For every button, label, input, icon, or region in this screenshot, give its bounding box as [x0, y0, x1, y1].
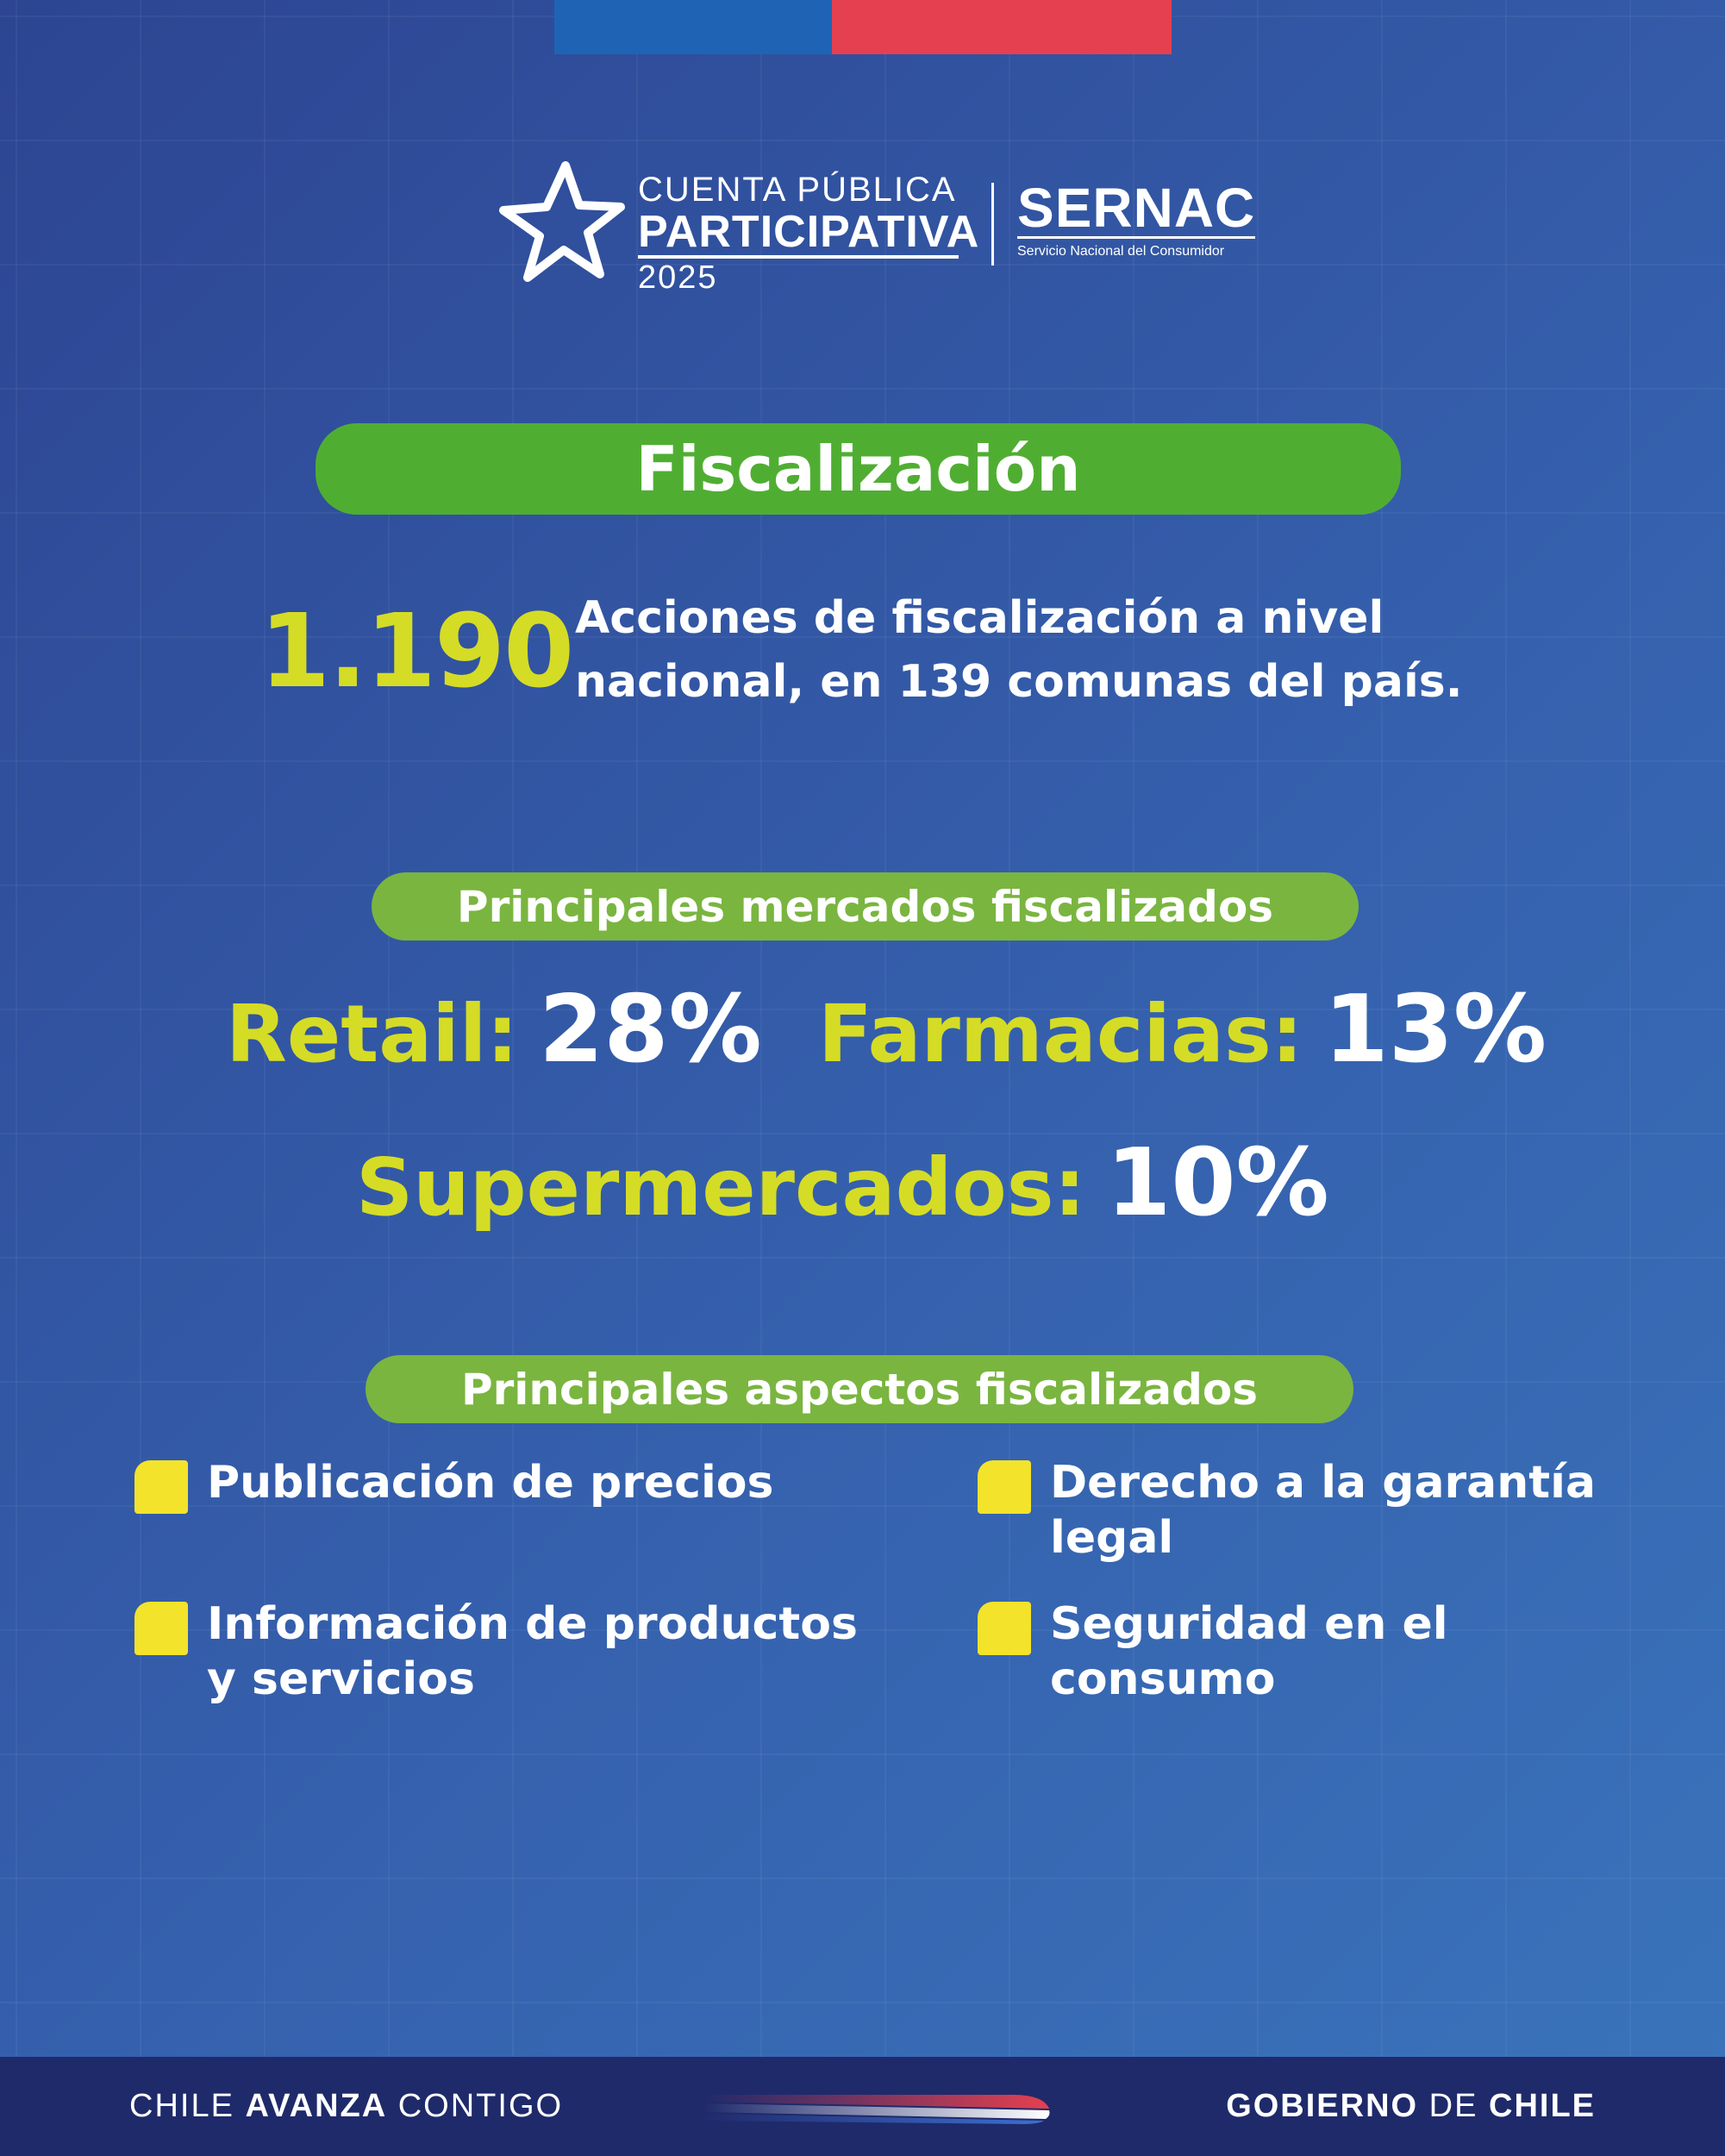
flag-blue-segment: [554, 0, 832, 54]
program-year: 2025: [638, 259, 718, 296]
star-icon: [499, 161, 625, 282]
aspect-text: Derecho a la garantía legal: [1050, 1457, 1597, 1564]
aspects-heading: Principales aspectos fiscalizados: [366, 1355, 1353, 1423]
aspect-text: Información de productos y servicios: [207, 1598, 858, 1705]
program-line1: CUENTA PÚBLICA: [638, 171, 957, 209]
headline-stat-value: 1.190: [259, 591, 574, 710]
footer-government: GOBIERNO DE CHILE: [1226, 2088, 1596, 2125]
header-logo: CUENTA PÚBLICA PARTICIPATIVA 2025 SERNAC…: [490, 155, 1256, 302]
bullet-icon: [978, 1602, 1031, 1655]
logo-divider: [991, 183, 994, 266]
market-value: 13%: [1323, 976, 1547, 1084]
market-value: 28%: [539, 976, 762, 1084]
market-retail: Retail: 28%: [226, 974, 762, 1113]
headline-stat-description: Acciones de fiscalización a nivel nacion…: [575, 592, 1463, 708]
market-label: Supermercados:: [356, 1141, 1086, 1234]
org-logo: SERNAC Servicio Nacional del Consumidor: [1017, 177, 1256, 259]
aspect-item: Información de productos y servicios: [134, 1597, 893, 1707]
government-swoosh-icon: [703, 2095, 1050, 2124]
program-line2: PARTICIPATIVA: [638, 207, 980, 259]
bullet-icon: [978, 1460, 1031, 1514]
aspect-item: Derecho a la garantía legal: [978, 1455, 1633, 1565]
market-supermercados: Supermercados: 10%: [356, 1128, 1329, 1266]
aspect-item: Publicación de precios: [134, 1455, 893, 1514]
program-name: CUENTA PÚBLICA PARTICIPATIVA 2025: [638, 171, 980, 297]
footer-government-part: CHILE: [1489, 2088, 1596, 2124]
market-farmacias: Farmacias: 13%: [818, 974, 1547, 1113]
footer-slogan-part: CONTIGO: [387, 2088, 564, 2124]
org-name: SERNAC: [1017, 177, 1256, 239]
footer-slogan-part: CHILE: [129, 2088, 246, 2124]
bullet-icon: [134, 1602, 188, 1655]
page-title: Fiscalización: [316, 423, 1401, 515]
market-value: 10%: [1106, 1129, 1329, 1237]
footer-government-part: GOBIERNO: [1226, 2088, 1419, 2124]
footer-government-part: DE: [1418, 2088, 1489, 2124]
flag-red-segment: [832, 0, 1172, 54]
aspect-item: Seguridad en el consumo: [978, 1597, 1633, 1707]
flag-bar: [554, 0, 1172, 54]
market-label: Retail:: [226, 988, 519, 1080]
aspect-text: Publicación de precios: [207, 1457, 774, 1509]
bullet-icon: [134, 1460, 188, 1514]
footer-slogan-part: AVANZA: [245, 2088, 388, 2124]
aspect-text: Seguridad en el consumo: [1050, 1598, 1448, 1705]
footer: CHILE AVANZA CONTIGO GOBIERNO DE CHILE: [0, 2057, 1725, 2156]
markets-heading: Principales mercados fiscalizados: [372, 872, 1359, 941]
footer-slogan: CHILE AVANZA CONTIGO: [129, 2088, 563, 2125]
market-label: Farmacias:: [818, 988, 1303, 1080]
org-subtitle: Servicio Nacional del Consumidor: [1017, 244, 1225, 259]
